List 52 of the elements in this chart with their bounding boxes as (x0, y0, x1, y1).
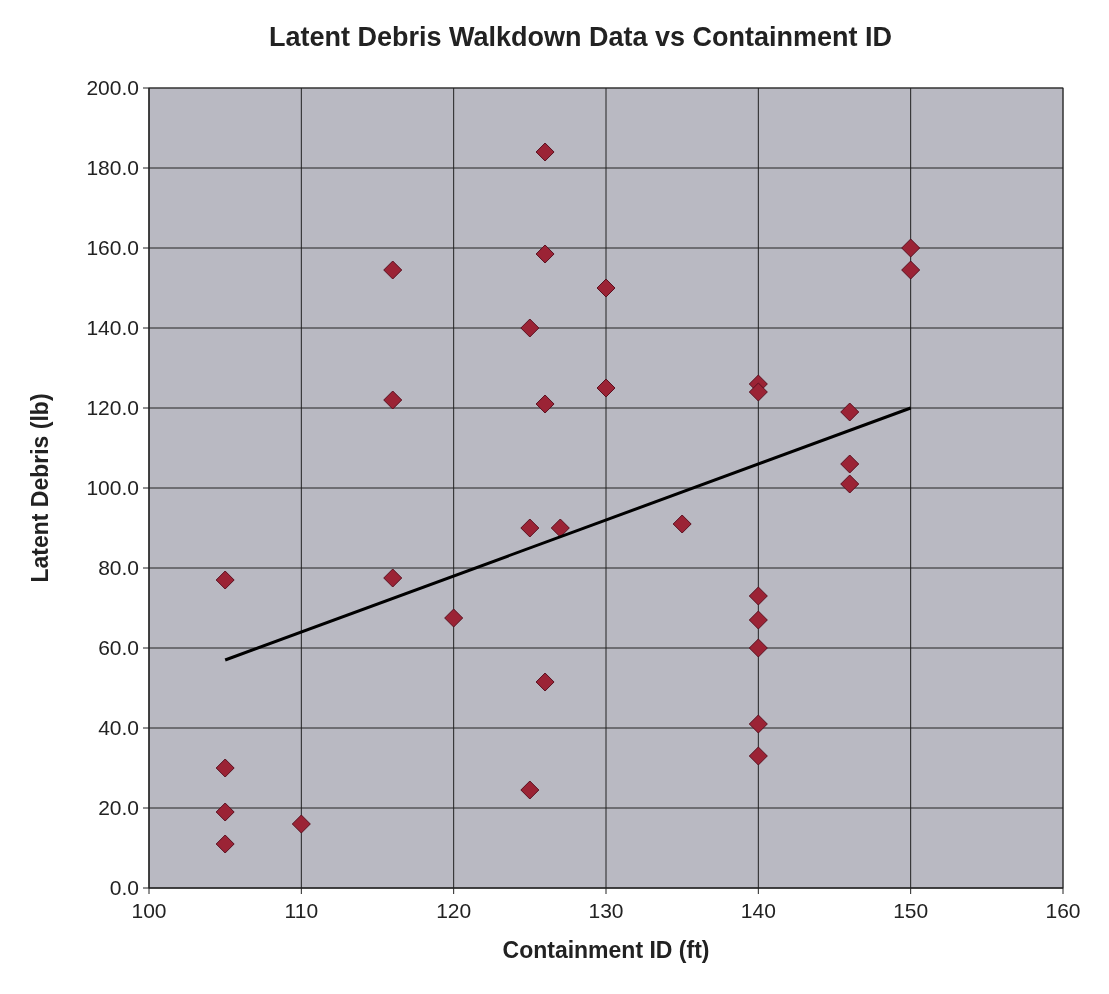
x-tick-label: 140 (740, 899, 776, 922)
point (520, 780, 540, 800)
point (215, 570, 235, 590)
point (383, 568, 403, 588)
y-tick-label: 40.0 (98, 716, 139, 740)
x-tick-label: 120 (436, 899, 472, 922)
point (901, 238, 921, 258)
y-tick-label: 160.0 (86, 236, 139, 260)
point (596, 378, 616, 398)
y-tick-label: 100.0 (86, 476, 139, 500)
point (748, 714, 768, 734)
y-tick-label: 20.0 (98, 796, 139, 820)
y-axis-title: Latent Debris (lb) (27, 393, 53, 583)
point (748, 586, 768, 606)
point (672, 514, 692, 534)
point (520, 318, 540, 338)
point (520, 518, 540, 538)
x-tick-label: 160 (1045, 899, 1081, 922)
x-tick-label: 150 (893, 899, 929, 922)
x-tick-label: 130 (588, 899, 624, 922)
point (840, 454, 860, 474)
y-tick-label: 80.0 (98, 556, 139, 580)
y-tick-label: 180.0 (86, 156, 139, 180)
point (840, 474, 860, 494)
y-tick-label: 60.0 (98, 636, 139, 660)
point (840, 402, 860, 422)
x-tick-label: 110 (284, 899, 319, 922)
point (550, 518, 570, 538)
y-tick-label: 140.0 (86, 316, 139, 340)
point (215, 758, 235, 778)
point (748, 638, 768, 658)
x-tick-label: 100 (131, 899, 167, 922)
y-tick-label: 0.0 (109, 876, 139, 900)
point (748, 610, 768, 630)
point (535, 394, 555, 414)
point (444, 608, 464, 628)
point (535, 244, 555, 264)
y-tick-label: 200.0 (86, 76, 139, 100)
point (291, 814, 311, 834)
point (596, 278, 616, 298)
chart-title: Latent Debris Walkdown Data vs Containment ID (268, 22, 893, 52)
point (901, 260, 921, 280)
point (383, 390, 403, 410)
point (535, 142, 555, 162)
point (748, 382, 768, 402)
point (535, 672, 555, 692)
y-tick-label: 120.0 (86, 396, 139, 420)
point (215, 802, 235, 822)
point (383, 260, 403, 280)
point (748, 746, 768, 766)
x-axis-title: Containment ID (ft) (502, 937, 710, 963)
point (215, 834, 235, 854)
